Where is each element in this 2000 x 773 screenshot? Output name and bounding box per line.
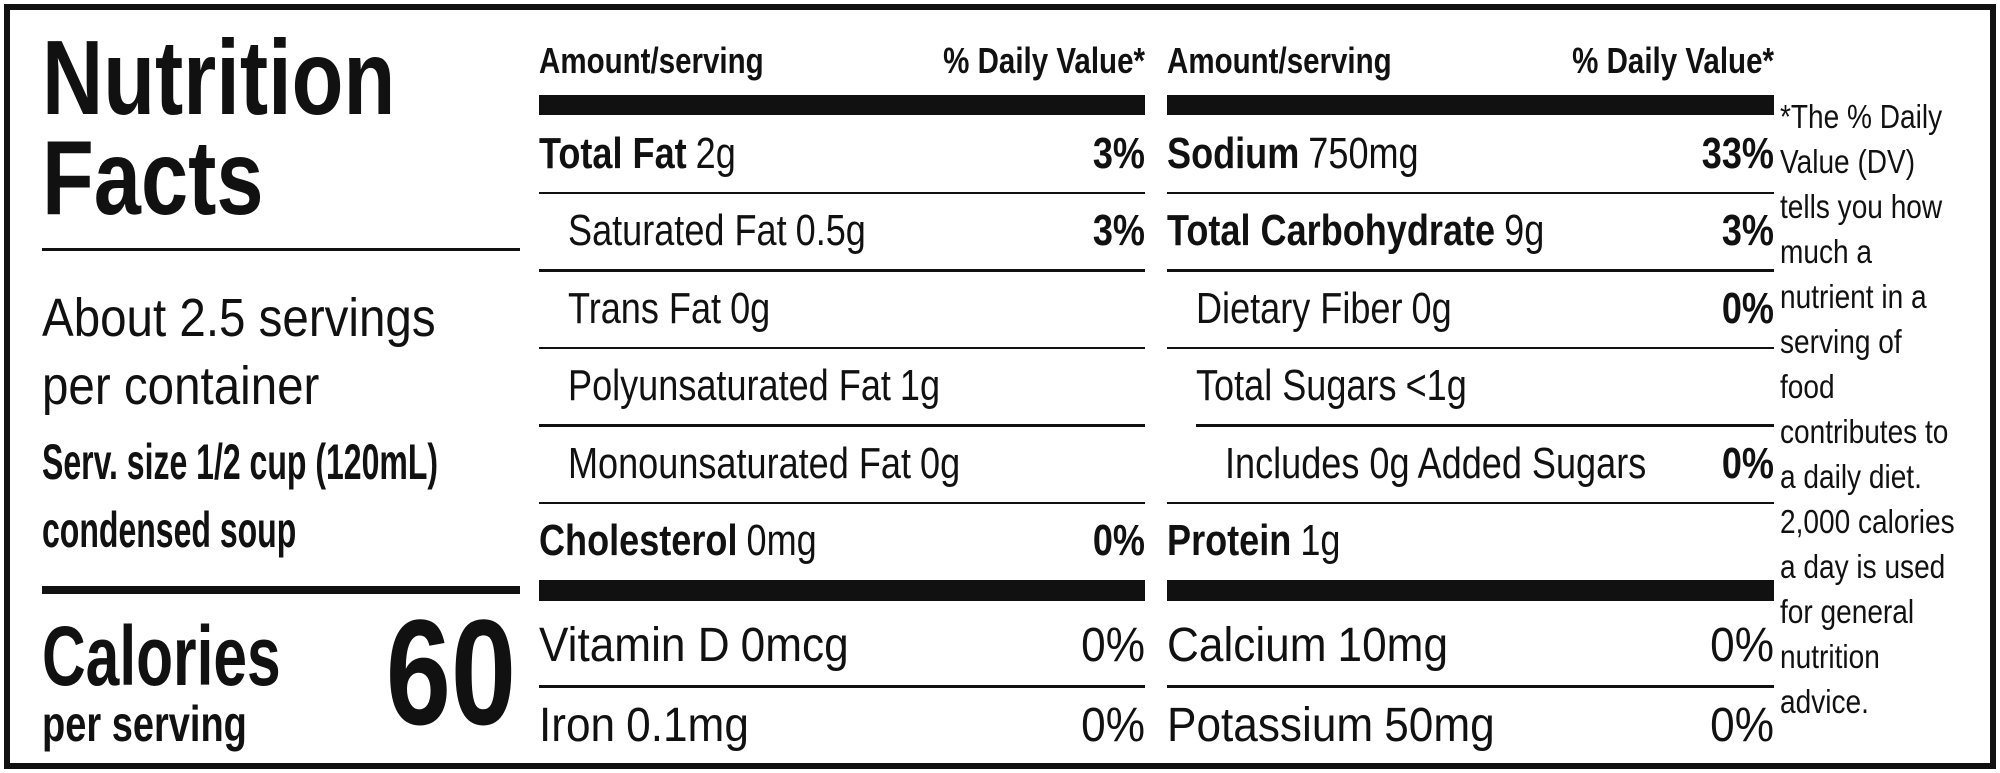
vitamin-name: Vitamin D xyxy=(539,619,730,672)
nutrient-name: Total Carbohydrate xyxy=(1167,206,1496,256)
nutrient-row: Includes 0g Added Sugars xyxy=(1225,438,1647,488)
vitamin-daily-value: 0% xyxy=(1710,619,1774,672)
divider xyxy=(539,424,1145,427)
nutrient-amount: 2g xyxy=(695,128,736,178)
vitamin-name: Iron xyxy=(539,699,616,752)
daily-value: 0% xyxy=(1721,438,1774,488)
nutrient-name: Trans Fat xyxy=(568,283,722,333)
nutrient-amount: 1g xyxy=(1300,516,1341,566)
divider xyxy=(1167,346,1774,349)
vitamin-daily-value: 0% xyxy=(1081,699,1145,752)
header-daily-value: % Daily Value* xyxy=(1572,40,1774,81)
nutrient-row: Cholesterol 0mg xyxy=(539,519,817,563)
divider xyxy=(1167,685,1774,688)
vitamin-amount: 0mcg xyxy=(740,619,849,672)
daily-value: 0% xyxy=(1721,283,1774,333)
nutrient-name: Dietary Fiber xyxy=(1196,283,1403,333)
vitamin-amount: 10mg xyxy=(1337,619,1449,672)
nutrient-row: Trans Fat 0g xyxy=(568,283,771,333)
divider xyxy=(1196,424,1774,427)
vitamin-name: Potassium xyxy=(1167,699,1374,752)
vitamin-row: Iron 0.1mg xyxy=(539,702,749,750)
nutrient-name: Includes 0g Added Sugars xyxy=(1225,438,1647,488)
nutrient-name: Protein xyxy=(1167,516,1292,566)
nutrient-amount: 0g xyxy=(1411,283,1452,333)
divider xyxy=(1167,191,1774,194)
nutrient-amount: 0g xyxy=(919,438,961,488)
divider xyxy=(539,580,1145,601)
divider xyxy=(539,95,1145,115)
nutrient-row: Total Carbohydrate 9g xyxy=(1167,209,1544,253)
nutrient-name: Sodium xyxy=(1167,128,1300,178)
nutrient-amount: 0g xyxy=(730,283,771,333)
nutrient-amount: 1g xyxy=(899,361,941,411)
calories-label: Calories xyxy=(42,609,281,703)
vitamin-row: Calcium 10mg xyxy=(1167,622,1448,670)
vitamin-daily-value: 0% xyxy=(1081,619,1145,672)
nutrient-row: Monounsaturated Fat 0g xyxy=(568,438,961,488)
nutrition-label: Nutrition Facts About 2.5 servings per c… xyxy=(4,4,1996,769)
vitamin-row: Vitamin D 0mcg xyxy=(539,622,849,670)
nutrient-name: Saturated Fat xyxy=(568,206,787,256)
nutrient-name: Cholesterol xyxy=(539,516,738,566)
divider xyxy=(1167,95,1774,115)
nutrient-name: Monounsaturated Fat xyxy=(568,438,911,488)
nutrient-amount: 9g xyxy=(1504,206,1545,256)
nutrient-row: Saturated Fat 0.5g xyxy=(568,209,866,253)
daily-value: 0% xyxy=(1092,516,1145,566)
daily-value: 3% xyxy=(1092,128,1145,178)
nutrient-amount: 750mg xyxy=(1308,128,1419,178)
calories-value: 60 xyxy=(385,588,516,756)
divider xyxy=(539,191,1145,194)
nutrient-row: Polyunsaturated Fat 1g xyxy=(568,364,940,408)
nutrient-amount: 0mg xyxy=(746,516,817,566)
nutrient-row: Protein 1g xyxy=(1167,519,1340,563)
daily-value: 33% xyxy=(1701,128,1774,178)
header-amount: Amount/serving xyxy=(539,40,764,81)
servings-per-container: About 2.5 servings per container xyxy=(42,288,436,416)
divider xyxy=(539,269,1145,272)
daily-value: 3% xyxy=(1721,206,1774,256)
divider xyxy=(1167,580,1774,601)
nutrient-row: Sodium 750mg xyxy=(1167,128,1419,178)
divider xyxy=(1167,501,1774,504)
divider xyxy=(42,248,520,251)
header-amount: Amount/serving xyxy=(1167,40,1392,81)
divider xyxy=(42,586,520,594)
divider xyxy=(539,346,1145,349)
nutrient-amount: 0.5g xyxy=(795,206,866,256)
divider xyxy=(1167,269,1774,272)
serving-size: Serv. size 1/2 cup (120mL) condensed sou… xyxy=(42,434,439,558)
daily-value: 3% xyxy=(1092,206,1145,256)
vitamin-amount: 0.1mg xyxy=(626,699,749,752)
nutrient-row: Total Fat 2g xyxy=(539,128,736,178)
vitamin-name: Calcium xyxy=(1167,619,1327,672)
vitamin-daily-value: 0% xyxy=(1710,699,1774,752)
label-title: Nutrition Facts xyxy=(42,19,396,237)
calories-sublabel: per serving xyxy=(42,696,247,752)
footnote: *The % Daily Value (DV) tells you how mu… xyxy=(1780,98,1955,720)
vitamin-row: Potassium 50mg xyxy=(1167,702,1495,750)
nutrient-name: Total Sugars xyxy=(1196,361,1397,411)
nutrient-amount: <1g xyxy=(1405,361,1467,411)
nutrient-row: Dietary Fiber 0g xyxy=(1196,283,1452,333)
nutrient-name: Total Fat xyxy=(539,128,687,178)
header-daily-value: % Daily Value* xyxy=(943,40,1145,81)
nutrient-name: Polyunsaturated Fat xyxy=(568,361,891,411)
divider xyxy=(539,501,1145,504)
divider xyxy=(539,685,1145,688)
vitamin-amount: 50mg xyxy=(1384,699,1495,752)
nutrient-row: Total Sugars <1g xyxy=(1196,364,1467,408)
